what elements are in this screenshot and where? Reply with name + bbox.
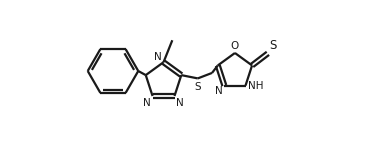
Text: S: S [270,39,277,52]
Text: N: N [154,52,162,61]
Text: N: N [144,98,151,108]
Text: N: N [176,98,184,108]
Text: N: N [216,86,223,96]
Text: NH: NH [248,81,264,91]
Text: O: O [231,41,239,51]
Text: S: S [194,82,201,92]
